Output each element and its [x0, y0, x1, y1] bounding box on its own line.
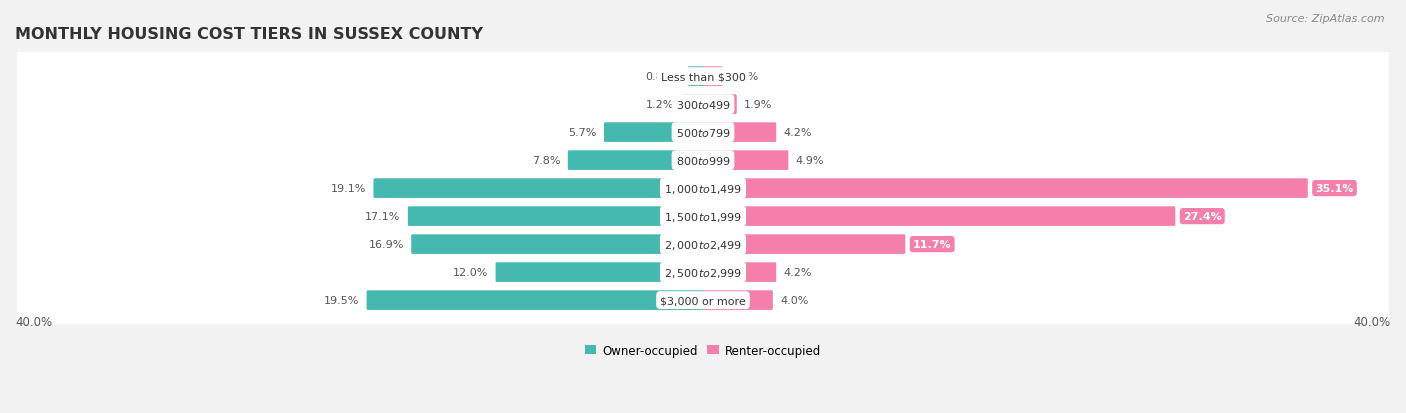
FancyBboxPatch shape — [17, 79, 1389, 131]
Text: 35.1%: 35.1% — [1316, 184, 1354, 194]
FancyBboxPatch shape — [412, 235, 704, 254]
Text: 4.9%: 4.9% — [796, 156, 824, 166]
Text: 7.8%: 7.8% — [531, 156, 560, 166]
FancyBboxPatch shape — [682, 95, 704, 115]
FancyBboxPatch shape — [702, 151, 789, 171]
Text: 1.1%: 1.1% — [731, 72, 759, 82]
Text: Less than $300: Less than $300 — [661, 72, 745, 82]
FancyBboxPatch shape — [367, 291, 704, 310]
Text: 40.0%: 40.0% — [1354, 316, 1391, 329]
Text: 4.2%: 4.2% — [783, 128, 813, 138]
Text: $2,500 to $2,999: $2,500 to $2,999 — [664, 266, 742, 279]
FancyBboxPatch shape — [17, 107, 1389, 159]
Text: $800 to $999: $800 to $999 — [675, 155, 731, 167]
Text: 1.9%: 1.9% — [744, 100, 773, 110]
FancyBboxPatch shape — [17, 135, 1389, 187]
Text: Source: ZipAtlas.com: Source: ZipAtlas.com — [1267, 14, 1385, 24]
FancyBboxPatch shape — [688, 67, 704, 87]
Text: $1,000 to $1,499: $1,000 to $1,499 — [664, 182, 742, 195]
Text: 11.7%: 11.7% — [912, 240, 952, 249]
Text: 27.4%: 27.4% — [1182, 211, 1222, 222]
Text: 40.0%: 40.0% — [15, 316, 52, 329]
Text: 16.9%: 16.9% — [368, 240, 404, 249]
Text: $300 to $499: $300 to $499 — [675, 99, 731, 111]
Text: 19.5%: 19.5% — [323, 295, 359, 305]
FancyBboxPatch shape — [702, 179, 1308, 198]
Text: 19.1%: 19.1% — [330, 184, 366, 194]
Text: 5.7%: 5.7% — [568, 128, 596, 138]
Text: 4.2%: 4.2% — [783, 268, 813, 278]
FancyBboxPatch shape — [408, 207, 704, 226]
FancyBboxPatch shape — [702, 95, 737, 115]
Legend: Owner-occupied, Renter-occupied: Owner-occupied, Renter-occupied — [579, 339, 827, 362]
FancyBboxPatch shape — [495, 263, 704, 282]
Text: $1,500 to $1,999: $1,500 to $1,999 — [664, 210, 742, 223]
Text: 4.0%: 4.0% — [780, 295, 808, 305]
FancyBboxPatch shape — [568, 151, 704, 171]
FancyBboxPatch shape — [702, 235, 905, 254]
Text: MONTHLY HOUSING COST TIERS IN SUSSEX COUNTY: MONTHLY HOUSING COST TIERS IN SUSSEX COU… — [15, 27, 484, 42]
FancyBboxPatch shape — [17, 274, 1389, 327]
Text: $3,000 or more: $3,000 or more — [661, 295, 745, 305]
Text: 1.2%: 1.2% — [645, 100, 673, 110]
Text: $500 to $799: $500 to $799 — [675, 127, 731, 139]
FancyBboxPatch shape — [17, 190, 1389, 243]
FancyBboxPatch shape — [702, 291, 773, 310]
FancyBboxPatch shape — [702, 207, 1175, 226]
FancyBboxPatch shape — [605, 123, 704, 142]
FancyBboxPatch shape — [17, 51, 1389, 103]
Text: 12.0%: 12.0% — [453, 268, 488, 278]
FancyBboxPatch shape — [17, 163, 1389, 215]
FancyBboxPatch shape — [17, 247, 1389, 299]
FancyBboxPatch shape — [702, 263, 776, 282]
FancyBboxPatch shape — [17, 218, 1389, 271]
Text: 17.1%: 17.1% — [366, 211, 401, 222]
Text: $2,000 to $2,499: $2,000 to $2,499 — [664, 238, 742, 251]
FancyBboxPatch shape — [702, 67, 723, 87]
Text: 0.82%: 0.82% — [645, 72, 681, 82]
FancyBboxPatch shape — [702, 123, 776, 142]
FancyBboxPatch shape — [374, 179, 704, 198]
